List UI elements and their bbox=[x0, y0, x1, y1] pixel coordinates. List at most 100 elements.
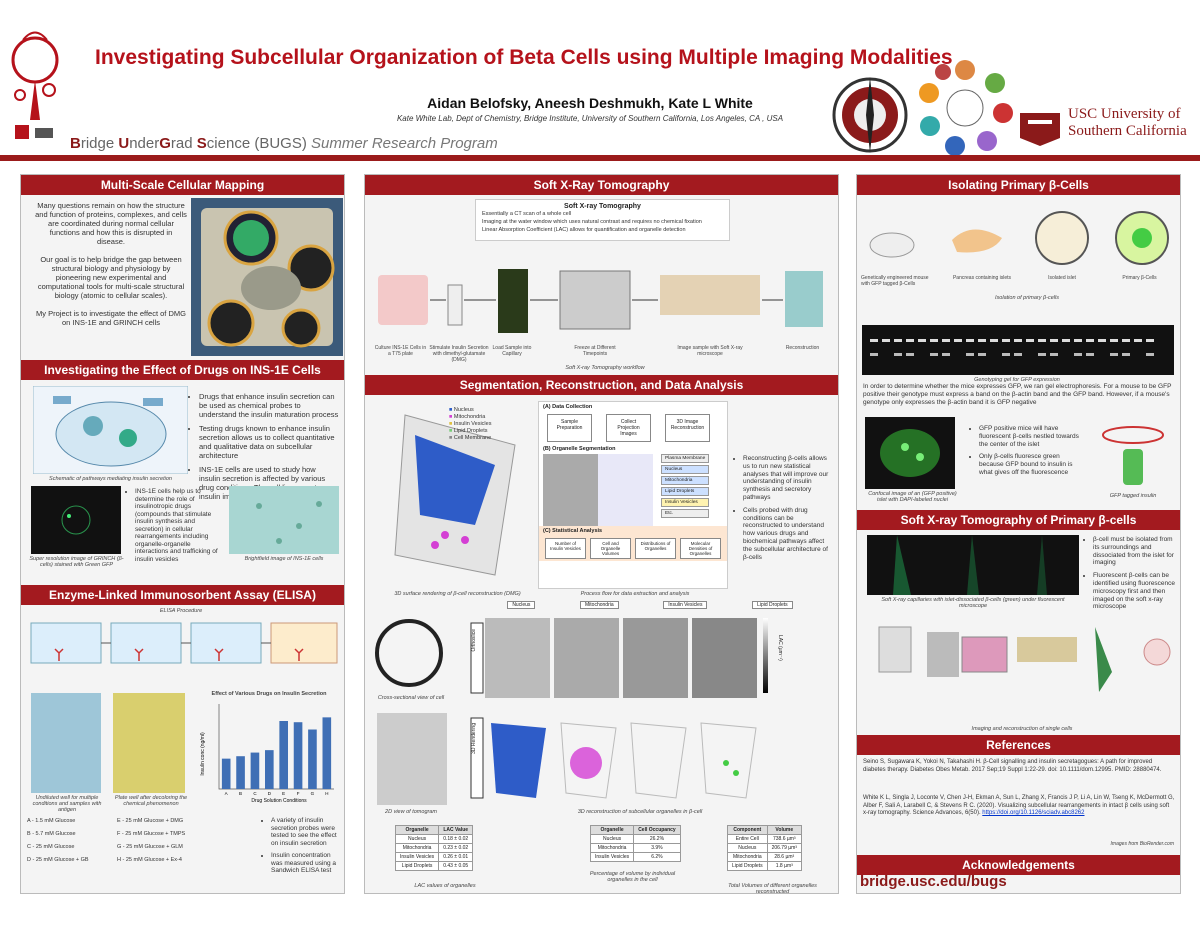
chart-tick-label: E bbox=[282, 791, 285, 796]
tomogram-slice-image bbox=[543, 454, 598, 526]
elisa-bullet-2: Insulin concentration was measured using… bbox=[271, 852, 341, 875]
reference-1: Seino S, Sugawara K, Yokoi N, Takahashi … bbox=[863, 759, 1162, 773]
gel-band bbox=[1002, 339, 1010, 342]
elisa-procedure-caption: ELISA Procedure bbox=[159, 608, 203, 614]
gel-band bbox=[1074, 339, 1082, 342]
elisa-bullet-1: A variety of insulin secretion probes we… bbox=[271, 817, 341, 847]
step-2-label: Stimulate Insulin Secretion with dimethy… bbox=[429, 345, 489, 363]
gel-band bbox=[1038, 339, 1046, 342]
sxt-workflow-diagram bbox=[378, 269, 823, 333]
row-label: Lipid Droplets bbox=[752, 601, 793, 609]
segmentation-bullet-2: Cells probed with drug conditions can be… bbox=[743, 507, 833, 562]
gel-band bbox=[918, 339, 926, 342]
organelle-box: Plasma Membrane bbox=[661, 454, 710, 463]
step-1-label: Culture INS-1E Cells in a T75 plate bbox=[374, 345, 427, 357]
gel-band bbox=[882, 339, 890, 342]
organelle-box: Lipid Droplets bbox=[661, 487, 710, 496]
gel-band bbox=[954, 339, 962, 342]
legend-item: ■ Nucleus bbox=[449, 407, 474, 413]
elisa-plate-2-image bbox=[113, 693, 185, 793]
grinch-gfp-image bbox=[31, 486, 121, 554]
sxt-box-bullet: Essentially a CT scan of a whole cell bbox=[482, 211, 572, 217]
gel-band bbox=[1014, 339, 1022, 342]
sxt-info-box: Soft X-ray Tomography Essentially a CT s… bbox=[475, 199, 730, 241]
gel-band bbox=[930, 339, 938, 342]
plate-2-caption: Plate well after decoloring the chemical… bbox=[114, 795, 188, 807]
grinch-caption: Super resolution image of GRINCH (β-cell… bbox=[29, 556, 124, 568]
tomogram-view-caption: 2D view of tomogram bbox=[385, 809, 437, 815]
orthoslice-side-label: Orthoslice bbox=[471, 629, 477, 652]
organelle-box: Etc. bbox=[661, 509, 710, 518]
column-left: Multi-Scale Cellular Mapping Many questi… bbox=[20, 174, 345, 894]
program-url-link[interactable]: bridge.usc.edu/bugs bbox=[860, 873, 1007, 890]
isolating-bullet-1: GFP positive mice will have fluorescent … bbox=[979, 425, 1079, 448]
isolation-label-mouse: Genetically engineered mouse with GFP ta… bbox=[861, 275, 929, 287]
single-cell-imaging-diagram bbox=[878, 626, 1171, 692]
isolation-label-pancreas: Pancreas containing islets bbox=[952, 275, 1012, 281]
isolation-workflow-diagram bbox=[869, 211, 1169, 265]
legend-item: ■ Lipid Droplets bbox=[449, 428, 488, 434]
chart-bar bbox=[221, 758, 231, 789]
section-title-segmentation: Segmentation, Reconstruction, and Data A… bbox=[365, 375, 838, 395]
sxt-box-bullet: Linear Absorption Coefficient (LAC) allo… bbox=[482, 227, 686, 233]
plate-1-caption: Undiluted well for multiple conditions a… bbox=[32, 795, 102, 813]
drugs-bullet-2: Testing drugs known to enhance insulin s… bbox=[199, 424, 339, 460]
sxt-workflow-caption: Soft X-ray Tomography workflow bbox=[565, 365, 645, 371]
stat-box: Number of Insulin Vesicles bbox=[545, 538, 586, 559]
pathway-caption: Schematic of pathways mediating insulin … bbox=[49, 476, 172, 482]
gel-band bbox=[1110, 339, 1118, 342]
chart-bar bbox=[265, 750, 274, 789]
image-credit: Images from BioRender.com bbox=[1110, 841, 1174, 847]
stat-box: Cell and Organelle Volumes bbox=[590, 538, 631, 559]
organelle-box: Insulin Vesicles bbox=[661, 498, 710, 507]
gel-band bbox=[1050, 353, 1058, 356]
legend-item: B - 5.7 mM Glucose bbox=[27, 831, 76, 837]
brightfield-caption: Brightfield image of INS-1E cells bbox=[244, 556, 324, 562]
section-title-multiscale: Multi-Scale Cellular Mapping bbox=[21, 175, 344, 195]
gel-band bbox=[894, 339, 902, 342]
gel-band bbox=[1050, 339, 1058, 342]
affiliation: Kate White Lab, Dept of Chemistry, Bridg… bbox=[396, 114, 784, 123]
organelle-box: Nucleus bbox=[661, 465, 710, 474]
elisa-section: ELISA Procedure Undiluted well for multi… bbox=[21, 605, 344, 915]
multiscale-paragraph-2: Our goal is to help bridge the gap betwe… bbox=[37, 255, 185, 300]
capillary-fluorescence-image bbox=[867, 535, 1079, 595]
gel-band bbox=[1110, 353, 1118, 356]
chart-xlabel: Drug Solution Conditions bbox=[251, 798, 307, 804]
confocal-islet-image bbox=[865, 417, 955, 489]
legend-list-a: A - 1.5 mM Glucose B - 5.7 mM Glucose C … bbox=[27, 815, 137, 867]
analysis-flow-caption: Process flow for data extraction and ana… bbox=[580, 591, 690, 597]
legend-item: F - 25 mM Glucose + TMPS bbox=[117, 831, 186, 837]
reference-2-link[interactable]: https://doi.org/10.1126/sciadv.abc8262 bbox=[982, 810, 1085, 816]
segmentation-section: ■ Nucleus ■ Mitochondria ■ Insulin Vesic… bbox=[365, 395, 838, 895]
chart-bar bbox=[250, 752, 260, 789]
column-right: Isolating Primary β-Cells Genetically en… bbox=[856, 174, 1181, 894]
step-4-label: Freeze at Different Timepoints bbox=[574, 345, 616, 357]
gel-band bbox=[1146, 339, 1154, 342]
section-title-acknowledgements: Acknowledgements bbox=[857, 855, 1180, 875]
step-3-label: Load Sample into Capillary bbox=[492, 345, 532, 357]
legend-item: E - 25 mM Glucose + DMG bbox=[117, 818, 184, 824]
stat-box: Molecular Densities of Organelles bbox=[680, 538, 721, 559]
legend-item: A - 1.5 mM Glucose bbox=[27, 818, 76, 824]
occupancy-table-caption: Percentage of volume by individual organ… bbox=[589, 871, 676, 883]
elisa-plate-1-image bbox=[31, 693, 101, 793]
single-cell-caption: Imaging and reconstruction of single cel… bbox=[971, 726, 1073, 732]
panel-a-title: (A) Data Collection bbox=[543, 404, 593, 410]
legend-item: C - 25 mM Glucose bbox=[27, 844, 75, 850]
gel-band bbox=[1122, 353, 1130, 356]
gel-band bbox=[990, 339, 998, 342]
flow-box: Sample Preparation bbox=[547, 414, 592, 442]
gel-band bbox=[978, 353, 986, 356]
gel-band bbox=[906, 353, 914, 356]
cross-section-caption: Cross-sectional view of cell bbox=[377, 695, 445, 701]
genotyping-gel-image bbox=[862, 325, 1174, 375]
row-label: Insulin Vesicles bbox=[663, 601, 708, 609]
primary-sxt-bullet-1: β-cell must be isolated from its surroun… bbox=[1093, 536, 1179, 567]
gel-band bbox=[942, 353, 950, 356]
drugs-section: Schematic of pathways mediating insulin … bbox=[21, 380, 344, 585]
chart-bar bbox=[236, 756, 245, 789]
segmented-cell-image bbox=[598, 454, 653, 526]
chart-bar bbox=[293, 722, 303, 789]
bugs-logo-icon bbox=[11, 31, 59, 139]
